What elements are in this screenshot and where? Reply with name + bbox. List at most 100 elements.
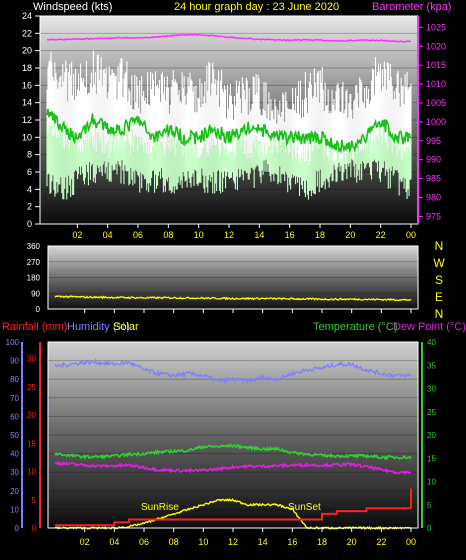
legend-rainfall: Rainfall (mm) [2, 321, 67, 333]
wind-y-tick: 20 [22, 46, 32, 56]
wind-x-tick: 10 [194, 230, 204, 240]
temp-y-tick: 10 [427, 478, 436, 487]
barometer-axis-title: Barometer (kpa) [372, 1, 451, 13]
legend-temperature: Temperature (°C) [313, 321, 397, 333]
rain-y-tick: 20 [27, 411, 36, 420]
wind-x-tick: 16 [285, 230, 295, 240]
baro-y-tick: 985 [426, 174, 441, 184]
rain-y-tick: 5 [32, 496, 37, 505]
temp-y-tick: 15 [427, 454, 436, 463]
wind-y-tick: 10 [22, 132, 32, 142]
wind-x-tick: 04 [103, 230, 113, 240]
rain-y-tick: 30 [27, 355, 36, 364]
humidity-line [54, 358, 412, 385]
direction-y-tick: 90 [31, 289, 40, 298]
wind-x-tick: 00 [406, 230, 416, 240]
rain-x-tick: 22 [376, 537, 386, 547]
barometer-line [46, 33, 412, 43]
humidity-y-tick: 100 [6, 338, 20, 347]
rain-x-tick: 16 [287, 537, 297, 547]
wind-y-tick: 14 [22, 98, 32, 108]
wind-y-tick: 6 [27, 167, 32, 177]
wind-y-tick: 12 [22, 115, 32, 125]
wind-y-tick: 2 [27, 202, 32, 212]
baro-y-tick: 1010 [426, 79, 446, 89]
rain-x-tick: 02 [80, 537, 90, 547]
wind-x-tick: 14 [254, 230, 264, 240]
temp-y-tick: 35 [427, 361, 436, 370]
wind-x-tick: 06 [133, 230, 143, 240]
wind-y-tick: 0 [27, 219, 32, 229]
compass-label: S [435, 273, 443, 287]
chart-title: 24 hour graph day : 23 June 2020 [174, 1, 339, 13]
mean-wind-line [46, 108, 412, 155]
rain-x-tick: 18 [317, 537, 327, 547]
direction-y-tick: 270 [27, 258, 41, 267]
baro-y-tick: 990 [426, 155, 441, 165]
humidity-y-tick: 40 [10, 450, 19, 459]
wind-y-tick: 16 [22, 80, 32, 90]
wind-y-tick: 4 [27, 184, 32, 194]
compass-label: N [435, 307, 444, 321]
temp-y-tick: 30 [427, 385, 436, 394]
dewpoint-line [54, 460, 412, 476]
temperature-line [54, 443, 412, 461]
wind-x-tick: 18 [315, 230, 325, 240]
baro-y-tick: 995 [426, 136, 441, 146]
wind-y-tick: 18 [22, 63, 32, 73]
baro-y-tick: 1005 [426, 98, 446, 108]
wind-x-tick: 02 [72, 230, 82, 240]
baro-y-tick: 980 [426, 193, 441, 203]
temp-y-tick: 5 [427, 501, 432, 510]
rain-plot-area [48, 342, 418, 528]
rain-x-tick: 06 [139, 537, 149, 547]
rain-x-tick: 14 [258, 537, 268, 547]
rain-y-tick: 15 [27, 439, 36, 448]
sunset-label: SunSet [288, 502, 321, 513]
rain-y-tick: 0 [32, 524, 37, 533]
wind-x-tick: 12 [224, 230, 234, 240]
sunrise-label: SunRise [141, 502, 179, 513]
humidity-y-tick: 0 [15, 524, 20, 533]
legend-solar: Solar [113, 321, 139, 333]
humidity-y-tick: 70 [10, 394, 19, 403]
baro-y-tick: 975 [426, 211, 441, 221]
rainfall-line [55, 507, 411, 527]
rain-x-tick: 20 [347, 537, 357, 547]
baro-y-tick: 1025 [426, 22, 446, 32]
wind-x-tick: 22 [376, 230, 386, 240]
wind-axis-title: Windspeed (kts) [33, 1, 112, 13]
legend-humidity: Humidity (%) [67, 321, 130, 333]
wind-y-tick: 22 [22, 28, 32, 38]
direction-y-tick: 360 [27, 242, 41, 251]
temp-y-tick: 40 [427, 338, 436, 347]
wind-x-tick: 20 [345, 230, 355, 240]
temp-y-tick: 25 [427, 408, 436, 417]
wind-y-tick: 24 [22, 11, 32, 21]
compass-label: W [433, 256, 445, 270]
direction-y-tick: 0 [36, 305, 41, 314]
wind-y-tick: 8 [27, 150, 32, 160]
baro-y-tick: 1020 [426, 41, 446, 51]
humidity-y-tick: 10 [10, 505, 19, 514]
humidity-y-tick: 60 [10, 412, 19, 421]
rain-x-tick: 04 [109, 537, 119, 547]
legend-dewpoint: Dew Point (°C) [393, 321, 466, 333]
rain-x-tick: 00 [406, 537, 416, 547]
humidity-y-tick: 90 [10, 357, 19, 366]
humidity-y-tick: 30 [10, 468, 19, 477]
rain-y-tick: 10 [27, 468, 36, 477]
humidity-y-tick: 50 [10, 431, 19, 440]
rain-x-tick: 10 [198, 537, 208, 547]
rain-x-tick: 12 [228, 537, 238, 547]
direction-y-tick: 180 [27, 274, 41, 283]
compass-label: N [435, 239, 444, 253]
rain-y-tick: 25 [27, 383, 36, 392]
wind-x-tick: 08 [163, 230, 173, 240]
baro-y-tick: 1015 [426, 60, 446, 70]
humidity-y-tick: 20 [10, 487, 19, 496]
temp-y-tick: 20 [427, 431, 436, 440]
baro-y-tick: 1000 [426, 117, 446, 127]
